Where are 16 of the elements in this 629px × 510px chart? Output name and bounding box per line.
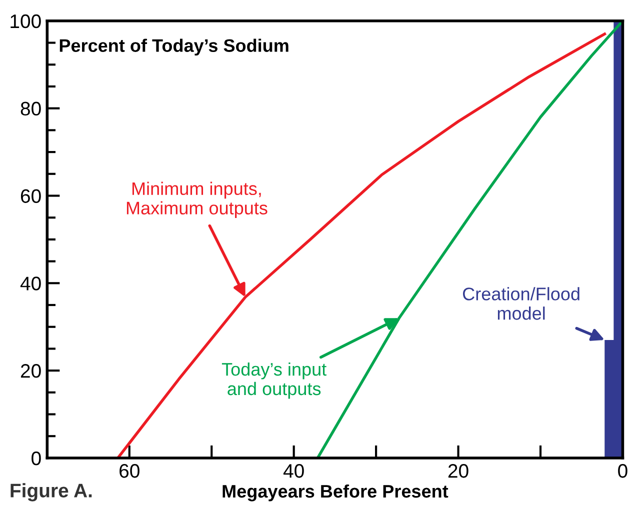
y-tick-label: 80 — [20, 102, 41, 116]
annotation: Percent of Today’s Sodium — [60, 38, 288, 56]
annotation: Today’s input and outputs — [222, 362, 326, 399]
annotation: Creation/Flood model — [462, 287, 580, 320]
x-axis-title: Megayears Before Present — [222, 484, 448, 502]
x-tick-label: 20 — [448, 464, 468, 478]
y-tick-label: 0 — [32, 451, 41, 466]
y-tick-label: 20 — [20, 364, 41, 378]
x-tick-label: 0 — [618, 464, 628, 478]
y-tick-label: 100 — [10, 14, 41, 28]
x-tick-label: 40 — [283, 464, 304, 478]
x-tick-label: 60 — [120, 464, 140, 478]
y-tick-label: 40 — [20, 276, 41, 290]
y-tick-label: 60 — [20, 189, 41, 203]
text: Figure A. — [10, 483, 92, 502]
annotation: Minimum inputs, Maximum outputs — [126, 182, 268, 218]
